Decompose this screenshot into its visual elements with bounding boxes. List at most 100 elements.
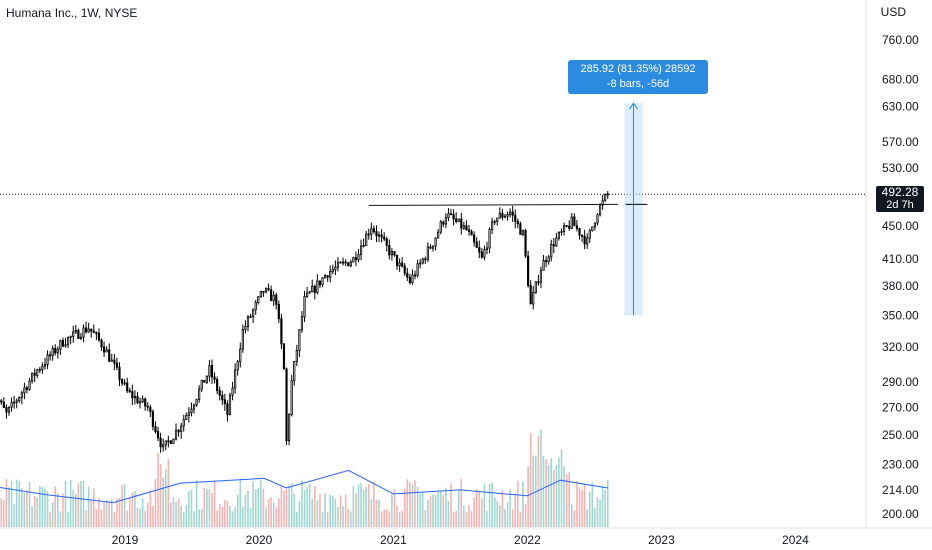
volume-bar (5, 479, 8, 527)
candle-body (164, 440, 167, 446)
candle-body (401, 262, 404, 267)
candle-body (303, 296, 306, 318)
volume-bar (594, 507, 596, 527)
candle-body (54, 347, 57, 354)
candle-body (159, 437, 162, 448)
volume-bar (301, 479, 303, 527)
candle-body (416, 263, 419, 276)
candle-body (87, 328, 90, 333)
volume-bar (272, 502, 275, 527)
candle-body (562, 225, 566, 232)
measure-change-text: 285.92 (81.35%) 28592 (580, 63, 696, 75)
candle-body (555, 237, 558, 247)
volume-bar (296, 512, 298, 527)
volume-bar (121, 485, 123, 527)
candle-body (138, 401, 142, 404)
volume-bar (36, 497, 39, 527)
candle-body (406, 272, 409, 278)
candle-body (92, 330, 95, 334)
candle-body (28, 380, 31, 390)
candle-body (537, 281, 540, 284)
volume-bar (499, 505, 501, 527)
volume-bar (200, 508, 203, 527)
candle-body (388, 244, 391, 256)
candle-body (511, 211, 514, 216)
volume-bar (452, 511, 455, 527)
candle-body (172, 438, 175, 444)
volume-bar (10, 480, 13, 527)
resistance-trendline[interactable] (368, 203, 619, 206)
chart-title: Humana Inc., 1W, NYSE (6, 6, 138, 20)
candle-body (532, 292, 535, 305)
candle-body (141, 398, 144, 403)
volume-bar (558, 457, 560, 527)
volume-bar (326, 512, 329, 527)
volume-bar (82, 481, 85, 527)
candle-body (509, 211, 512, 215)
volume-bar (429, 496, 432, 527)
volume-bar (334, 499, 337, 527)
volume-bar (439, 490, 442, 527)
price-tick-label: 290.00 (882, 375, 919, 389)
volume-bar (131, 492, 134, 527)
volume-bar (337, 507, 339, 527)
candle-body (426, 246, 429, 260)
candle-body (270, 289, 273, 302)
measure-info-box[interactable]: 285.92 (81.35%) 28592 -8 bars, -56d (568, 60, 708, 94)
candle-body (578, 227, 581, 236)
candle-body (298, 329, 301, 351)
volume-bar (306, 487, 308, 527)
candle-body (259, 290, 262, 298)
candle-body (439, 221, 442, 233)
candle-body (354, 257, 358, 261)
time-tick-label: 2021 (380, 533, 407, 547)
time-axis[interactable]: 2019 2020 2021 2022 2023 2024 (112, 533, 809, 547)
volume-bar (606, 479, 609, 527)
volume-bar (85, 510, 87, 527)
volume-bar (57, 493, 59, 527)
candle-body (473, 234, 476, 243)
volume-bar (604, 489, 606, 527)
candle-body (393, 251, 396, 256)
volume-bar (290, 483, 293, 527)
volume-bar (190, 490, 193, 527)
volume-bar (383, 509, 385, 527)
candle-body (347, 262, 350, 267)
price-tick-label: 250.00 (882, 428, 919, 442)
volume-bar (571, 504, 573, 527)
candle-body (321, 277, 324, 286)
candle-body (205, 375, 208, 383)
volume-bar (54, 486, 57, 527)
candle-body (434, 237, 437, 247)
candle-body (149, 406, 152, 413)
volume-bar (3, 500, 5, 527)
volume-bar (563, 466, 565, 527)
volume-bar (319, 494, 321, 527)
candle-body (383, 236, 386, 240)
price-axis[interactable]: 760.00 680.00 630.00 570.00 530.00 450.00 410.… (882, 33, 919, 521)
candle-body (349, 261, 352, 267)
candle-body (516, 220, 519, 225)
volume-bar (576, 481, 578, 527)
volume-bar (244, 494, 247, 527)
candle-body (331, 269, 334, 272)
candle-body (370, 228, 373, 235)
candle-body (447, 213, 450, 219)
candle-body (357, 254, 360, 261)
candle-body (467, 229, 471, 232)
volume-bar (87, 486, 90, 527)
volume-bar (380, 511, 383, 527)
volume-bar (473, 497, 475, 527)
candle-body (20, 392, 23, 398)
candle-body (395, 254, 399, 267)
candle-body (326, 275, 329, 278)
price-tick-label: 450.00 (882, 219, 919, 233)
volume-bar (385, 508, 388, 527)
candle-body (408, 276, 411, 284)
volume-bar (21, 488, 23, 527)
candle-body (110, 359, 113, 362)
volume-bar (447, 500, 450, 527)
volume-bar (182, 512, 185, 527)
candle-body (478, 246, 481, 253)
